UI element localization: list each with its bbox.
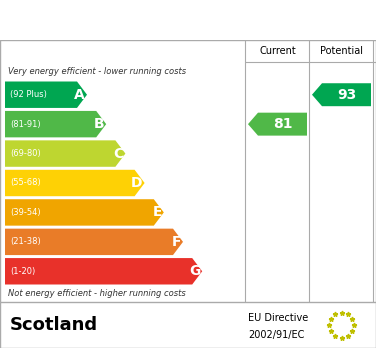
Text: (92 Plus): (92 Plus) (10, 90, 47, 99)
Text: Very energy efficient - lower running costs: Very energy efficient - lower running co… (8, 66, 186, 76)
Polygon shape (5, 258, 202, 285)
Text: D: D (131, 176, 143, 190)
Text: Not energy efficient - higher running costs: Not energy efficient - higher running co… (8, 290, 186, 299)
Text: (21-38): (21-38) (10, 237, 41, 246)
Polygon shape (5, 81, 87, 108)
Text: 81: 81 (273, 117, 292, 131)
Text: Potential: Potential (320, 46, 363, 56)
Polygon shape (5, 170, 145, 196)
Text: C: C (113, 147, 123, 160)
Text: Current: Current (259, 46, 296, 56)
Text: (81-91): (81-91) (10, 120, 41, 129)
Text: A: A (74, 88, 85, 102)
Polygon shape (5, 111, 106, 137)
Text: (1-20): (1-20) (10, 267, 35, 276)
Polygon shape (5, 229, 183, 255)
Text: B: B (94, 117, 104, 131)
Text: Scotland: Scotland (10, 316, 98, 334)
Text: 2002/91/EC: 2002/91/EC (248, 330, 305, 340)
Text: Energy Efficiency Rating: Energy Efficiency Rating (64, 11, 312, 29)
Text: F: F (171, 235, 181, 249)
Polygon shape (312, 83, 371, 106)
Text: EU Directive: EU Directive (248, 313, 308, 323)
Polygon shape (5, 199, 164, 226)
Text: (55-68): (55-68) (10, 179, 41, 188)
Text: G: G (189, 264, 200, 278)
Text: E: E (152, 205, 162, 220)
Polygon shape (5, 140, 126, 167)
Text: 93: 93 (337, 88, 356, 102)
Text: (39-54): (39-54) (10, 208, 41, 217)
Polygon shape (248, 113, 307, 136)
Text: (69-80): (69-80) (10, 149, 41, 158)
